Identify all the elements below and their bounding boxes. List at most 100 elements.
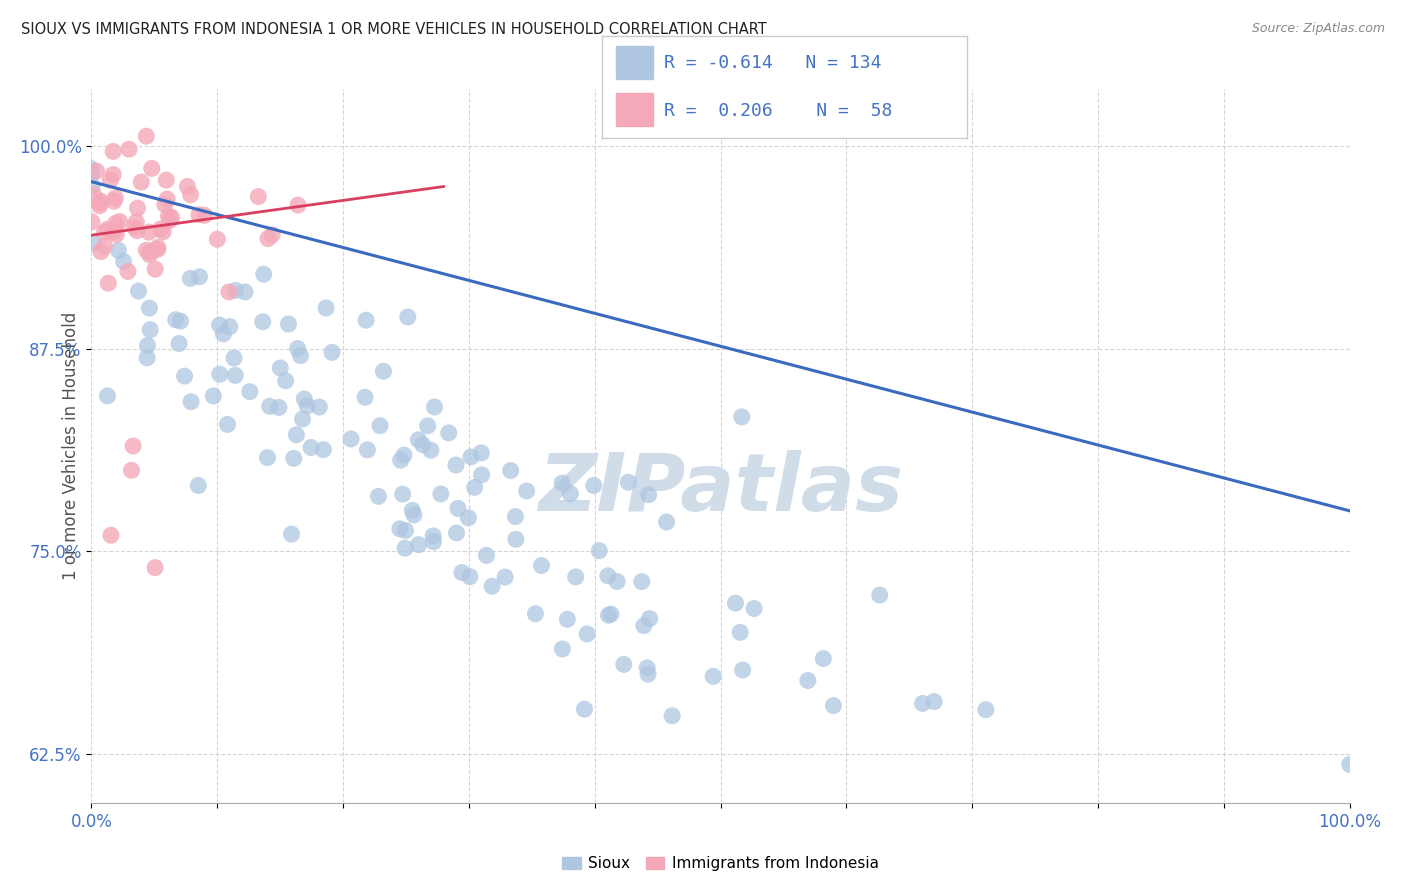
Point: [499, 464, 522, 478]
Point: [419, 443, 441, 458]
Point: [103, 225, 125, 239]
Point: [180, 187, 202, 202]
Point: [524, 607, 547, 621]
Point: [394, 524, 416, 538]
Point: [460, 450, 482, 464]
Point: [233, 285, 256, 299]
Point: [129, 175, 152, 189]
Point: [555, 612, 578, 626]
Point: [83, 236, 105, 251]
Point: [373, 364, 395, 378]
Bar: [616, 45, 652, 78]
Point: [90, 244, 112, 259]
Point: [83, 187, 105, 202]
Point: [423, 400, 446, 414]
Point: [80, 168, 103, 182]
Point: [582, 478, 605, 492]
Point: [218, 285, 240, 299]
Point: [222, 351, 245, 365]
Point: [297, 399, 319, 413]
Point: [180, 394, 202, 409]
Point: [104, 191, 127, 205]
Point: [598, 608, 620, 623]
Point: [457, 511, 479, 525]
Point: [475, 549, 498, 563]
Point: [354, 313, 377, 327]
Point: [152, 225, 174, 239]
Point: [89, 199, 111, 213]
Point: [389, 453, 412, 467]
Point: [269, 361, 291, 376]
Point: [290, 349, 312, 363]
Point: [138, 225, 160, 239]
Point: [974, 703, 997, 717]
Point: [356, 442, 378, 457]
Point: [143, 560, 166, 574]
Point: [638, 612, 661, 626]
Point: [138, 301, 160, 315]
Point: [354, 390, 377, 404]
Point: [287, 342, 309, 356]
Point: [176, 179, 198, 194]
Point: [494, 570, 516, 584]
Point: [471, 467, 494, 482]
Point: [193, 208, 215, 222]
Point: [103, 168, 125, 182]
Point: [80, 215, 103, 229]
Point: [136, 338, 159, 352]
Point: [308, 400, 330, 414]
Point: [412, 438, 434, 452]
Point: [155, 173, 177, 187]
Point: [101, 145, 124, 159]
Point: [90, 194, 112, 208]
Point: [728, 625, 751, 640]
Text: ZIPatlas: ZIPatlas: [538, 450, 903, 528]
Point: [655, 515, 678, 529]
Point: [560, 486, 582, 500]
Point: [153, 197, 176, 211]
Point: [285, 427, 308, 442]
Point: [422, 534, 444, 549]
Point: [596, 569, 619, 583]
Point: [187, 478, 209, 492]
Text: R = -0.614   N = 134: R = -0.614 N = 134: [664, 54, 882, 72]
Point: [444, 458, 467, 472]
Point: [104, 216, 127, 230]
Point: [121, 463, 143, 477]
Point: [451, 566, 474, 580]
Point: [253, 267, 276, 281]
Point: [396, 310, 419, 324]
Point: [143, 262, 166, 277]
Point: [724, 596, 747, 610]
Point: [138, 248, 160, 262]
Y-axis label: 1 or more Vehicles in Household: 1 or more Vehicles in Household: [62, 312, 80, 580]
Point: [408, 538, 430, 552]
Point: [208, 318, 231, 332]
Point: [367, 489, 389, 503]
Text: Source: ZipAtlas.com: Source: ZipAtlas.com: [1251, 22, 1385, 36]
Point: [139, 323, 162, 337]
Point: [239, 384, 262, 399]
Point: [1339, 757, 1361, 772]
Point: [315, 301, 337, 315]
Point: [160, 211, 183, 225]
Point: [108, 214, 131, 228]
Point: [259, 399, 281, 413]
Point: [437, 425, 460, 440]
Point: [217, 417, 239, 432]
Point: [135, 244, 157, 258]
Point: [169, 314, 191, 328]
Point: [422, 529, 444, 543]
Point: [112, 254, 135, 268]
Point: [139, 245, 162, 260]
Point: [118, 142, 141, 156]
Point: [291, 412, 314, 426]
Point: [157, 213, 180, 227]
Point: [636, 661, 658, 675]
Point: [98, 173, 121, 187]
Point: [124, 220, 146, 235]
Point: [823, 698, 845, 713]
Point: [292, 392, 315, 406]
Point: [922, 694, 945, 708]
Point: [458, 569, 481, 583]
